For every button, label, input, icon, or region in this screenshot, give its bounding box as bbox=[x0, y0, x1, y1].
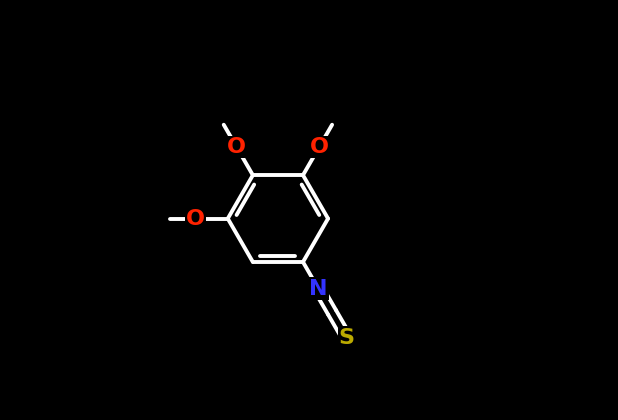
Text: O: O bbox=[186, 209, 205, 228]
Text: O: O bbox=[227, 137, 246, 157]
Text: O: O bbox=[310, 137, 329, 157]
Text: N: N bbox=[309, 278, 328, 299]
Text: S: S bbox=[339, 328, 355, 348]
